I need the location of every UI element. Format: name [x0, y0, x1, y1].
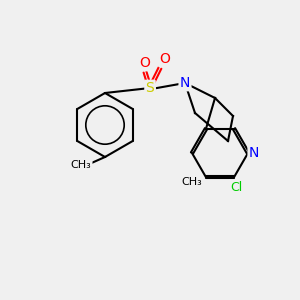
Text: S: S: [146, 81, 154, 95]
Text: N: N: [249, 146, 259, 160]
Text: CH₃: CH₃: [182, 177, 203, 187]
Text: O: O: [140, 56, 150, 70]
Text: N: N: [180, 76, 190, 90]
Text: O: O: [160, 52, 170, 66]
Text: Cl: Cl: [230, 181, 242, 194]
Text: CH₃: CH₃: [70, 160, 92, 170]
